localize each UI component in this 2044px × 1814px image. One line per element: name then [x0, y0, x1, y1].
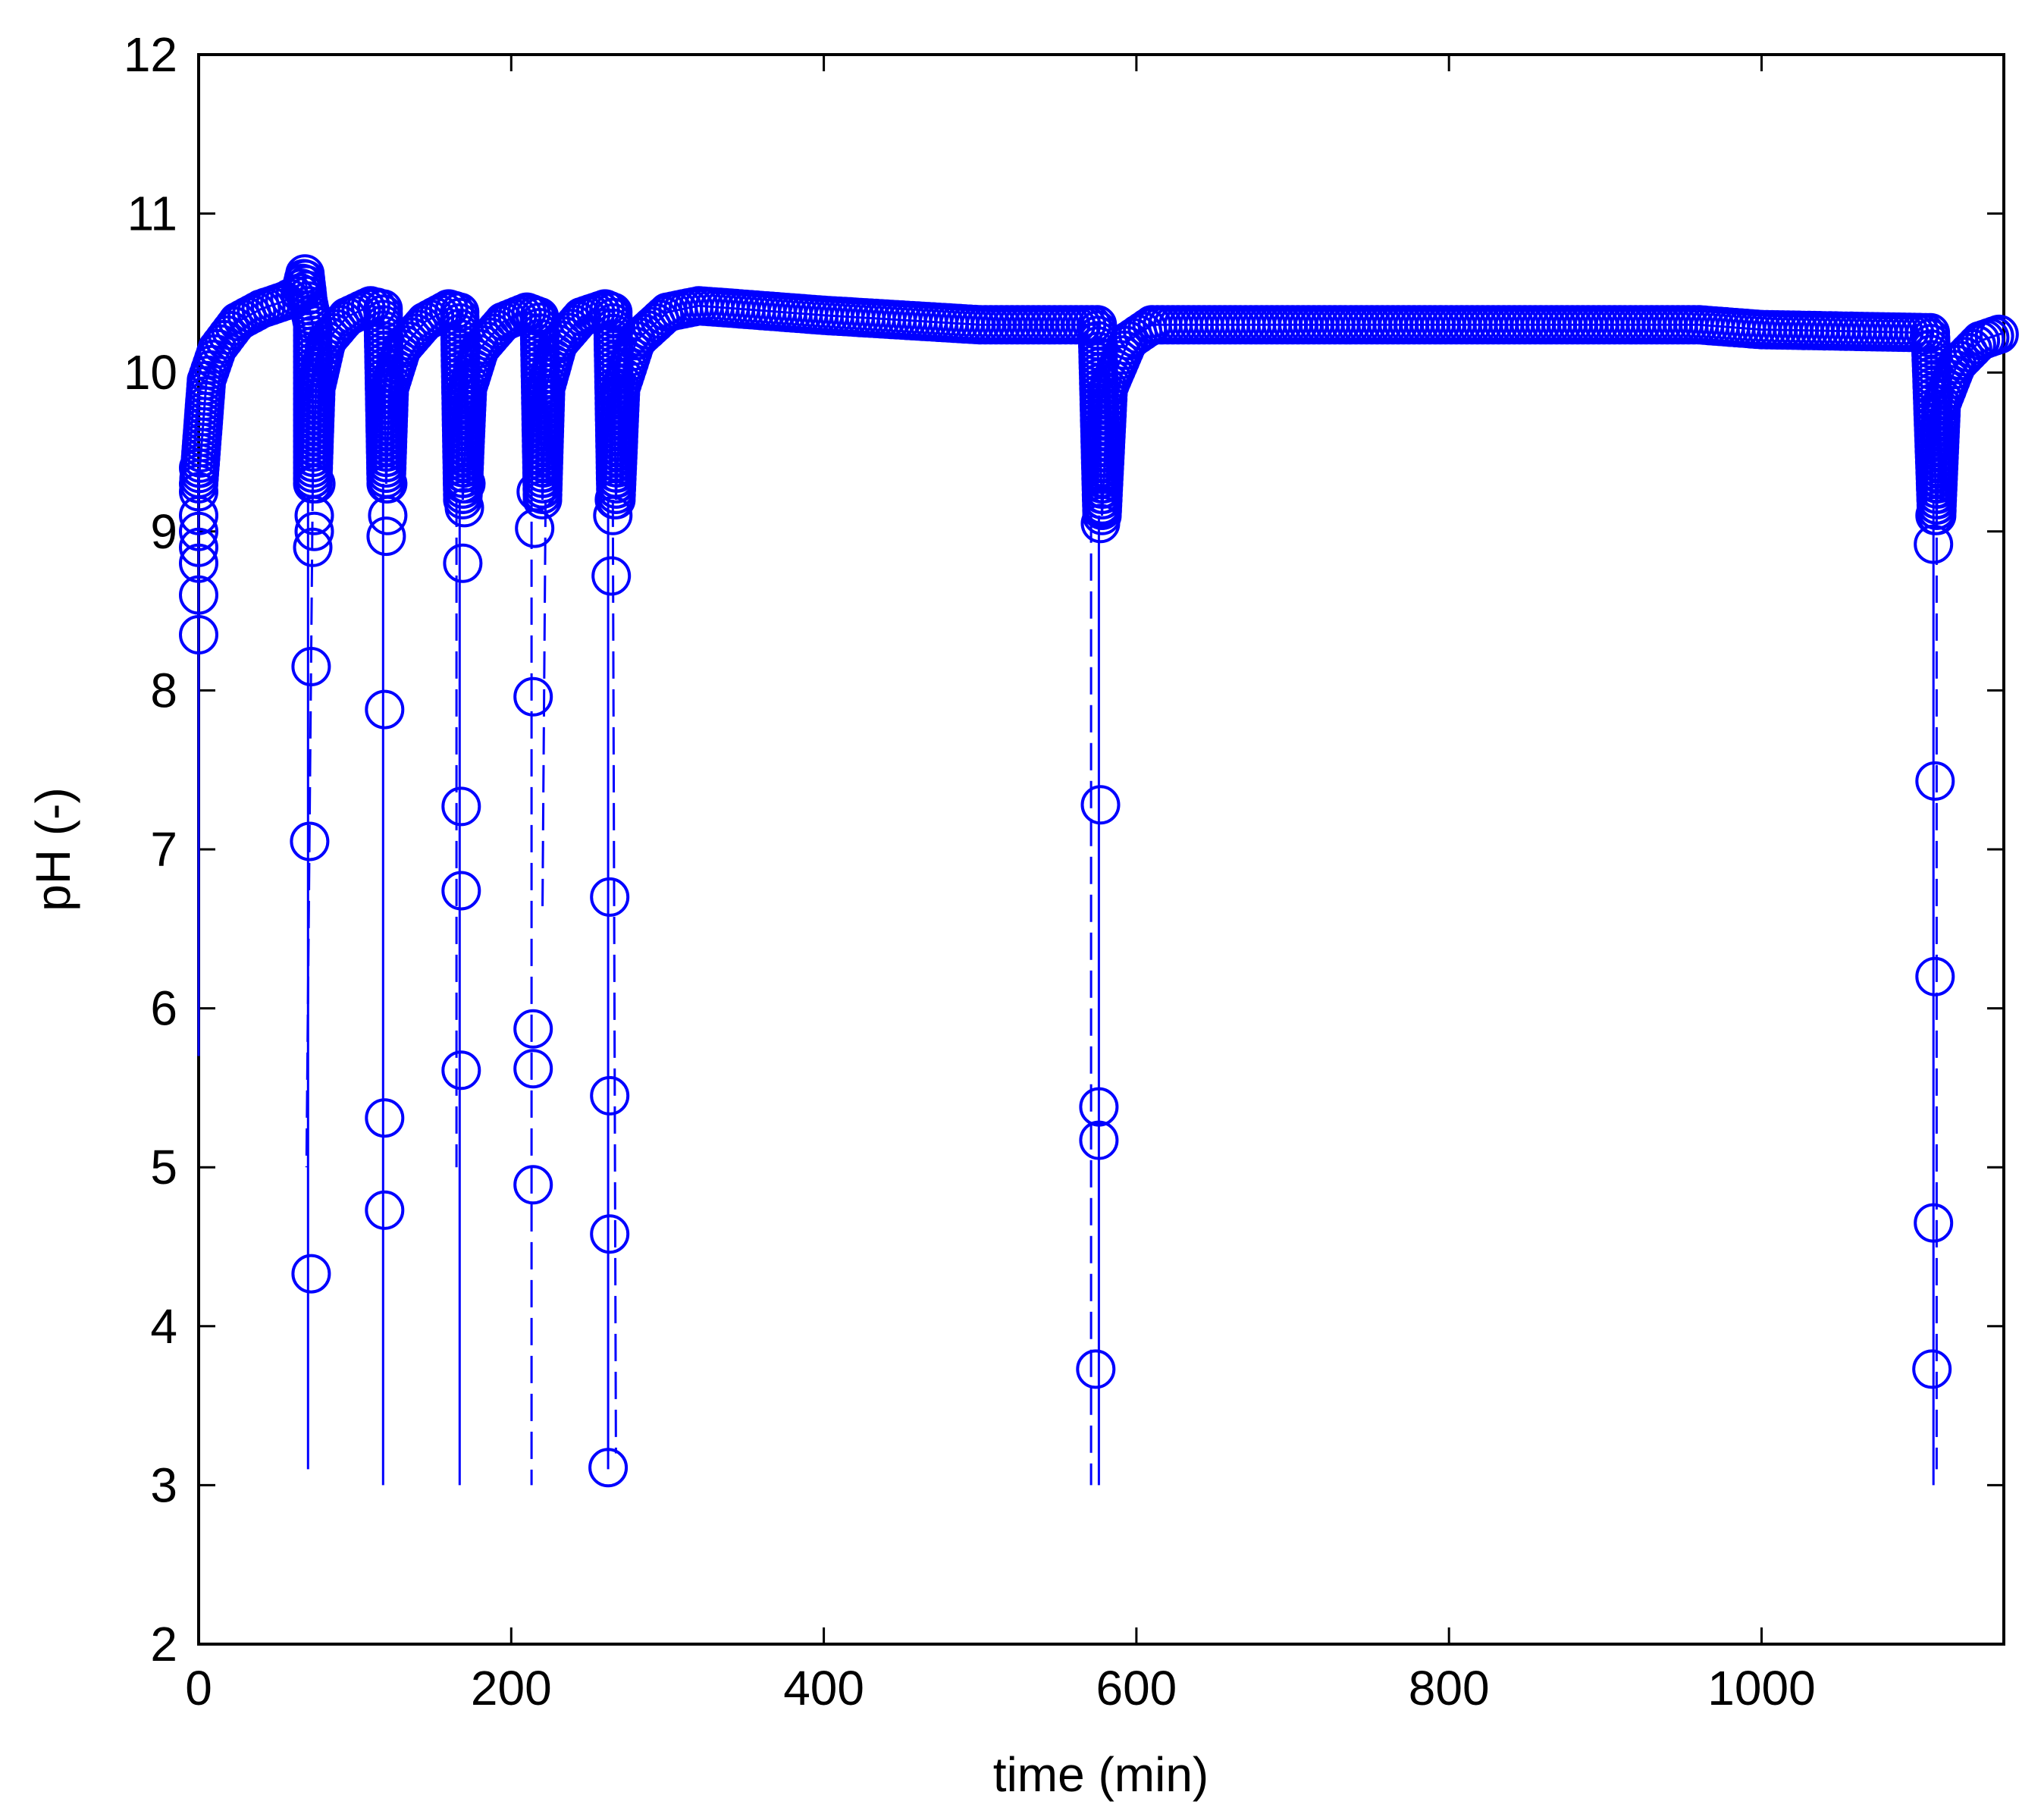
- data-point-marker: [590, 877, 630, 917]
- data-point-marker: [368, 463, 408, 504]
- data-point-marker: [1915, 495, 1955, 535]
- data-point-marker: [1914, 1203, 1954, 1243]
- data-point-marker: [1082, 488, 1122, 528]
- data-point-marker: [293, 527, 333, 567]
- data-point-marker: [513, 676, 553, 717]
- data-point-marker: [1917, 463, 1957, 504]
- data-point-marker: [443, 543, 483, 583]
- data-point-marker: [1080, 504, 1121, 544]
- y-tick-label: 10: [124, 345, 177, 400]
- data-point-marker: [1914, 524, 1954, 564]
- data-point-marker: [444, 488, 484, 528]
- y-tick-label: 7: [150, 822, 177, 877]
- data-point-marker: [1979, 314, 2019, 354]
- data-point-marker: [1915, 956, 1955, 996]
- data-point-marker: [1079, 1120, 1119, 1160]
- data-point-marker: [590, 1214, 630, 1254]
- data-point-marker: [179, 448, 218, 488]
- x-tick-label: 0: [185, 1661, 212, 1715]
- ticks: 0 200 400 600 800 1000 2 3 4 5 6 7 8 9 10 11 12: [124, 27, 2004, 1715]
- data-point-marker: [290, 821, 330, 861]
- data-point-marker: [294, 495, 334, 535]
- y-tick-label: 5: [150, 1140, 177, 1194]
- y-tick-label: 3: [150, 1458, 177, 1512]
- data-point-marker: [593, 495, 633, 535]
- data-point-marker: [1912, 1349, 1952, 1389]
- x-axis-label: time (min): [993, 1747, 1209, 1802]
- x-tick-label: 600: [1096, 1661, 1177, 1715]
- data-point-marker: [179, 495, 218, 535]
- series-line-2: [611, 499, 617, 1454]
- data-point-marker: [365, 1190, 405, 1230]
- x-tick-label: 1000: [1707, 1661, 1815, 1715]
- data-point-marker: [291, 647, 331, 686]
- data-point-marker: [588, 1448, 629, 1488]
- data-point-marker: [291, 1254, 331, 1294]
- data-point-marker: [179, 543, 218, 583]
- data-point-marker: [516, 472, 556, 512]
- x-tick-label: 800: [1409, 1661, 1490, 1715]
- data-point-marker: [441, 786, 481, 827]
- data-point-marker: [366, 516, 406, 557]
- series-line-2: [305, 483, 314, 1168]
- data-point-marker: [179, 527, 218, 567]
- data-point-marker: [368, 495, 408, 535]
- data-point-marker: [1080, 785, 1121, 825]
- y-tick-label: 2: [150, 1617, 177, 1671]
- data-point-marker: [1915, 761, 1955, 801]
- series-line-2: [541, 499, 547, 913]
- data-point-marker: [365, 689, 405, 730]
- series-line-3: [384, 307, 464, 500]
- data-point-marker: [341, 290, 381, 330]
- y-tick-label: 6: [150, 981, 177, 1036]
- data-point-marker: [446, 463, 486, 504]
- data-point-marker: [179, 472, 218, 512]
- y-tick-label: 11: [127, 187, 177, 241]
- data-point-marker: [441, 1050, 481, 1091]
- data-point-marker: [513, 1165, 553, 1205]
- y-axis-label: pH (-): [26, 787, 80, 912]
- y-tick-label: 9: [150, 504, 177, 559]
- data-point-marker: [296, 463, 336, 504]
- x-tick-label: 400: [783, 1661, 864, 1715]
- plot-area: [197, 53, 2005, 1646]
- y-tick-label: 4: [150, 1299, 177, 1354]
- data-point-marker: [1079, 1087, 1119, 1127]
- x-tick-label: 200: [471, 1661, 552, 1715]
- data-point-marker: [590, 1075, 630, 1116]
- data-point-marker: [179, 511, 218, 551]
- data-point-marker: [179, 575, 218, 615]
- data-point-marker: [591, 556, 632, 596]
- data-point-marker: [594, 479, 635, 519]
- y-tick-label: 8: [150, 663, 177, 717]
- data-point-marker: [365, 1098, 405, 1138]
- data-point-marker: [513, 1009, 553, 1049]
- data-point-marker: [441, 871, 481, 911]
- data-point-marker: [513, 1049, 553, 1089]
- marker-layer: [179, 254, 2019, 1488]
- data-point-marker: [640, 300, 680, 339]
- data-point-marker: [1076, 1349, 1116, 1389]
- y-tick-label: 12: [124, 27, 177, 82]
- data-point-marker: [294, 511, 334, 551]
- data-point-marker: [179, 615, 218, 654]
